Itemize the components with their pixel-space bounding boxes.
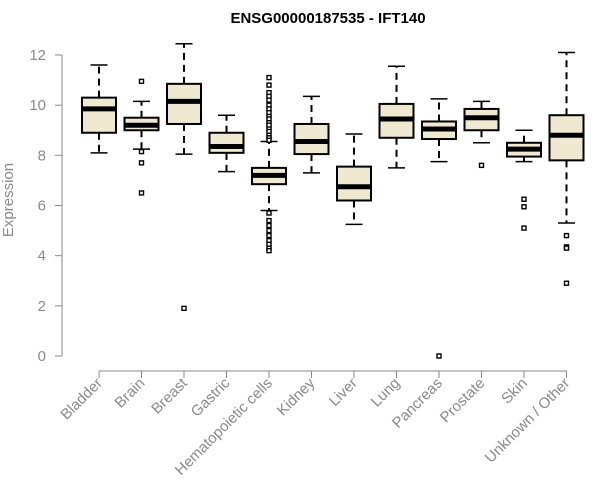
box-prostate — [463, 100, 500, 169]
outlier-point — [563, 232, 570, 239]
outlier-point — [266, 232, 272, 239]
boxes-layer — [81, 42, 585, 359]
outlier-point — [266, 247, 272, 254]
x-tick-label: Brain — [112, 375, 149, 412]
box-iqr — [208, 131, 245, 154]
outlier-point — [138, 190, 145, 196]
box-iqr — [548, 114, 585, 162]
y-tick-label: 4 — [38, 248, 46, 265]
outlier-point — [563, 280, 570, 286]
box-iqr — [336, 165, 372, 202]
outlier-point — [563, 245, 570, 251]
outlier-point — [266, 227, 272, 234]
y-tick-label: 6 — [38, 198, 46, 215]
y-axis: 0 2 4 6 8 10 12 — [29, 47, 63, 365]
x-tick-label: Breast — [148, 374, 191, 417]
outlier-point — [138, 78, 145, 85]
outlier-point — [266, 137, 272, 143]
y-tick-label: 12 — [29, 47, 46, 64]
y-tick-label: 0 — [38, 348, 46, 365]
outlier-point — [266, 97, 272, 103]
box-unknown-other — [548, 51, 585, 286]
outlier-point — [266, 74, 272, 81]
x-tick-label: Kidney — [274, 374, 319, 419]
chart-title: ENSG00000187535 - IFT140 — [230, 10, 425, 27]
outlier-point — [478, 162, 485, 169]
box-breast — [166, 42, 202, 312]
box-brain — [123, 78, 160, 196]
x-tick-label: Bladder — [57, 375, 106, 424]
x-tick-label: Liver — [326, 375, 361, 410]
y-axis-label: Expression — [0, 163, 17, 237]
outlier-point — [436, 353, 442, 359]
box-skin — [506, 129, 542, 231]
box-gastric — [208, 114, 245, 173]
x-tick-label: Prostate — [437, 375, 489, 427]
box-kidney — [293, 95, 330, 174]
outlier-point — [138, 160, 145, 166]
x-tick-label: Lung — [368, 375, 404, 411]
box-iqr — [293, 122, 330, 156]
outlier-point — [138, 148, 145, 155]
box-iqr — [81, 96, 117, 134]
outlier-point — [521, 204, 527, 210]
outlier-point — [266, 222, 272, 229]
outlier-point — [266, 210, 272, 216]
outlier-point — [266, 217, 272, 224]
y-tick-label: 10 — [29, 97, 46, 114]
box-lung — [378, 65, 415, 169]
box-pancreas — [421, 98, 457, 359]
y-tick-label: 2 — [38, 298, 46, 315]
outlier-point — [266, 82, 272, 88]
box-bladder — [81, 64, 117, 154]
box-hematopoietic-cells — [251, 74, 287, 254]
y-tick-label: 8 — [38, 147, 46, 164]
outlier-point — [181, 305, 187, 312]
outlier-point — [521, 196, 527, 202]
x-tick-label: Skin — [498, 375, 531, 408]
box-iqr — [166, 82, 202, 125]
outlier-point — [521, 225, 527, 231]
box-liver — [336, 133, 372, 226]
